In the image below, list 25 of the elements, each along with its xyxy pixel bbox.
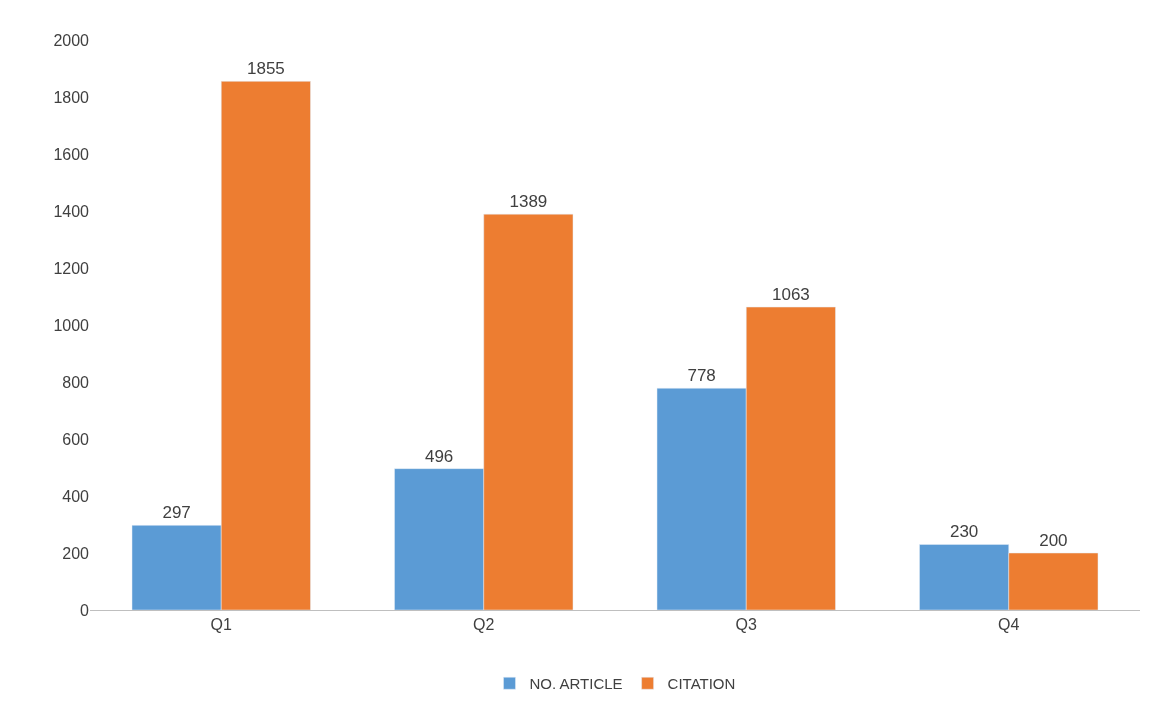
y-tick-label: 0 xyxy=(80,601,90,619)
y-tick-label: 1800 xyxy=(53,88,90,106)
x-tick-label: Q1 xyxy=(210,616,233,634)
data-label: 1063 xyxy=(771,285,810,305)
x-tick-label: Q3 xyxy=(735,616,758,634)
data-label: 297 xyxy=(162,503,191,523)
legend-label: CITATION xyxy=(667,675,736,693)
data-label: 1389 xyxy=(509,192,548,212)
data-label: 778 xyxy=(687,366,716,386)
x-tick-label: Q4 xyxy=(998,616,1020,634)
legend-label: NO. ARTICLE xyxy=(529,675,623,693)
y-tick-label: 600 xyxy=(62,430,90,448)
y-tick-label: 200 xyxy=(62,544,90,562)
x-tick-label: Q2 xyxy=(473,616,495,634)
data-label: 1855 xyxy=(246,59,285,79)
data-label: 200 xyxy=(1039,531,1068,550)
y-tick-label: 1200 xyxy=(53,259,90,277)
y-tick-label: 800 xyxy=(62,373,90,391)
y-tick-label: 1400 xyxy=(53,202,90,220)
y-tick-label: 1600 xyxy=(53,145,90,163)
data-label: 496 xyxy=(424,446,454,466)
y-tick-label: 400 xyxy=(62,487,90,505)
y-tick-label: 1000 xyxy=(53,316,90,334)
y-tick-label: 2000 xyxy=(53,31,90,49)
data-label: 230 xyxy=(949,522,979,542)
